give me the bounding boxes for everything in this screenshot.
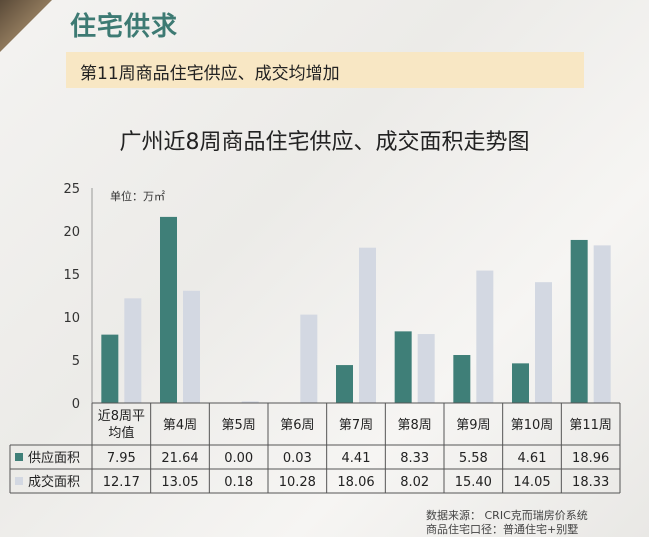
- x-category-label: 近8周平: [98, 409, 145, 424]
- y-tick-label: 0: [72, 397, 80, 412]
- x-category-label: 第8周: [398, 418, 432, 433]
- bar-supply-6: [453, 355, 471, 403]
- data-value-label: 0.00: [224, 451, 253, 466]
- data-value-label: 0.03: [283, 451, 312, 466]
- bar-supply-5: [394, 331, 412, 403]
- bar-deal-2: [241, 401, 259, 403]
- x-category-label: 第5周: [222, 418, 256, 433]
- bar-supply-1: [160, 216, 177, 403]
- data-value-label: 18.06: [337, 475, 374, 490]
- data-value-label: 8.33: [400, 451, 429, 466]
- x-category-label: 均值: [108, 425, 134, 441]
- data-value-label: 10.28: [279, 475, 316, 490]
- x-category-label: 第11周: [569, 418, 612, 433]
- data-value-label: 13.05: [161, 475, 198, 490]
- data-value-label: 5.58: [459, 451, 488, 466]
- legend-label: 供应面积: [28, 450, 80, 466]
- data-value-label: 7.95: [107, 451, 136, 466]
- data-value-label: 21.64: [161, 451, 198, 466]
- bar-supply-8: [570, 239, 588, 403]
- y-tick-label: 10: [63, 311, 80, 326]
- x-category-label: 第10周: [511, 418, 554, 433]
- data-value-label: 12.17: [103, 475, 140, 490]
- x-category-label: 第4周: [163, 418, 197, 433]
- bar-deal-5: [417, 334, 435, 403]
- bar-deal-8: [593, 245, 611, 403]
- bar-supply-0: [101, 334, 119, 403]
- unit-label: 单位：万㎡: [110, 190, 165, 203]
- bar-deal-4: [359, 247, 376, 403]
- x-category-label: 第6周: [280, 418, 314, 433]
- legend-swatch: [15, 453, 23, 461]
- data-value-label: 4.41: [342, 451, 371, 466]
- data-value-label: 8.02: [400, 475, 429, 490]
- y-tick-label: 25: [63, 182, 80, 197]
- chart-title: 广州近8周商品住宅供应、成交面积走势图: [119, 130, 530, 155]
- data-value-label: 15.40: [455, 475, 492, 490]
- subtitle-banner: 第11周商品住宅供应、成交均增加: [66, 52, 584, 88]
- bar-deal-0: [124, 298, 142, 403]
- bar-deal-6: [476, 270, 494, 403]
- y-tick-label: 5: [72, 354, 80, 369]
- y-tick-label: 15: [63, 268, 80, 283]
- data-value-label: 18.96: [572, 451, 609, 466]
- legend-label: 成交面积: [28, 474, 80, 490]
- data-value-label: 14.05: [513, 475, 550, 490]
- data-value-label: 4.61: [518, 451, 547, 466]
- section-title: 住宅供求: [70, 12, 179, 42]
- y-tick-label: 20: [63, 225, 80, 240]
- bar-deal-1: [183, 290, 200, 403]
- bar-supply-7: [512, 363, 529, 403]
- data-value-label: 18.33: [572, 475, 609, 490]
- bar-deal-7: [535, 282, 552, 403]
- x-category-label: 第7周: [339, 418, 373, 433]
- bar-supply-4: [336, 365, 353, 403]
- source-line-1: 数据来源： CRIC克而瑞房价系统: [426, 509, 588, 522]
- x-category-label: 第9周: [456, 418, 490, 433]
- subtitle-text: 第11周商品住宅供应、成交均增加: [80, 64, 340, 84]
- legend-swatch: [15, 477, 23, 485]
- bar-deal-3: [300, 314, 318, 403]
- data-value-label: 0.18: [224, 475, 253, 490]
- source-line-2: 商品住宅口径：普通住宅+别墅: [426, 523, 579, 536]
